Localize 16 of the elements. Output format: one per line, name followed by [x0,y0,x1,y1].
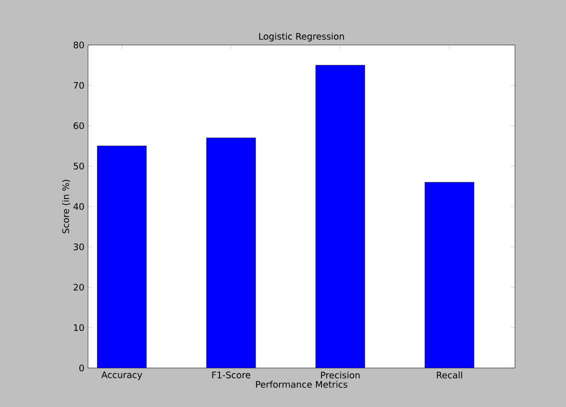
y-tick-label: 30 [74,243,84,250]
y-tick-label: 50 [74,162,84,170]
y-tick-label: 10 [74,324,84,332]
x-tick-label: Recall [436,372,462,378]
y-tick-label: 70 [74,82,84,89]
x-tick-label: Precision [321,372,360,378]
y-tick-label: 20 [74,284,84,291]
x-tick-label: F1-Score [212,372,250,378]
y-tick-label: 0 [79,364,84,372]
y-tick-label: 80 [74,42,84,48]
x-tick-label: Accuracy [101,372,142,380]
y-tick-label: 60 [74,122,84,130]
y-axis-title: Score (in %) [62,180,70,234]
y-tick-label: 40 [73,203,84,210]
chart-title: Logistic Regression [259,32,344,42]
x-axis-title: Performance Metrics [256,380,348,388]
